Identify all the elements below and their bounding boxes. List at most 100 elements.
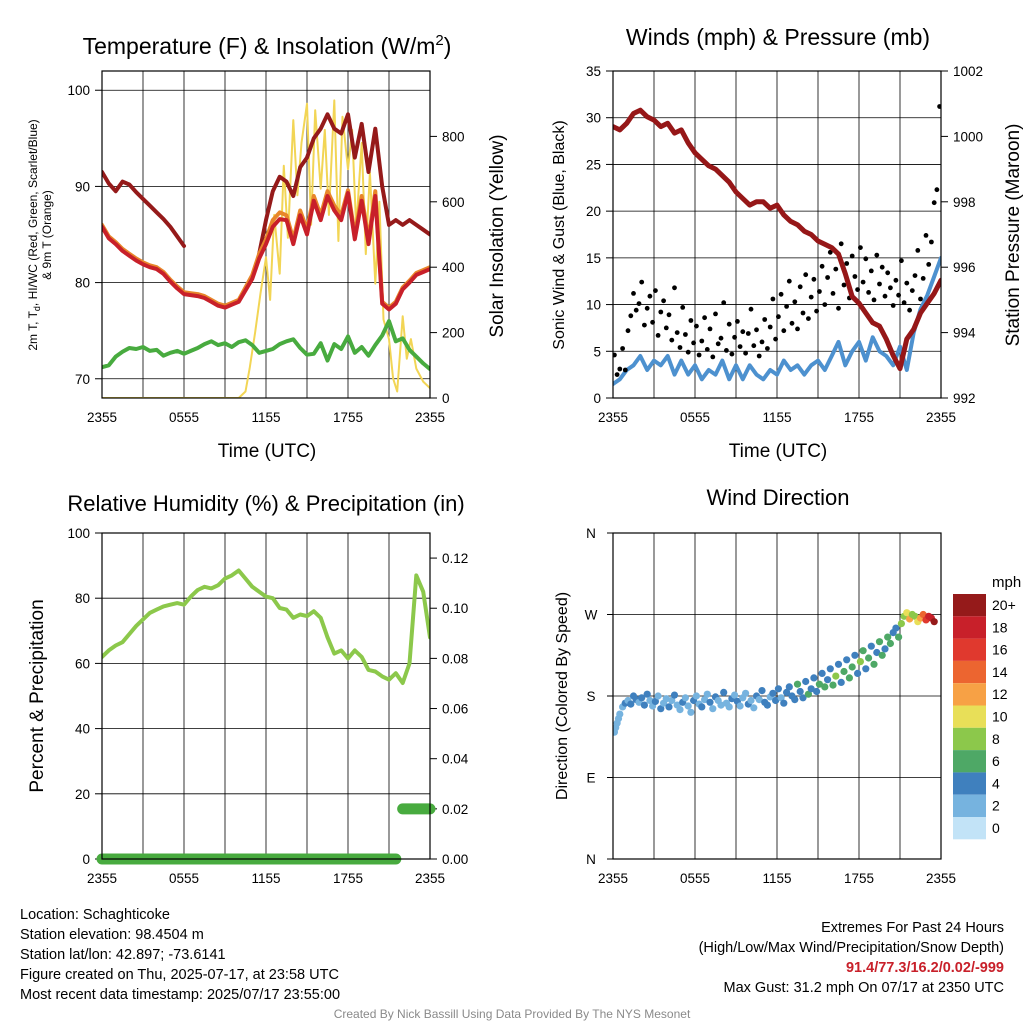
temp-ylabel-line2: & 9m T (Orange) xyxy=(40,190,54,280)
wind-title: Winds (mph) & Pressure (mb) xyxy=(626,24,930,50)
wind-gust-point xyxy=(776,314,781,320)
speed-legend: 20+ 18 16 14 12 10 8 6 4 2 0 xyxy=(953,594,1016,840)
dir-point xyxy=(791,696,799,704)
wind-gust-point xyxy=(877,281,882,287)
dir-point xyxy=(930,618,938,626)
wind-gust-point xyxy=(866,290,871,295)
rh-y2tick-label: 0.10 xyxy=(442,601,468,616)
dir-point xyxy=(651,697,660,706)
wind-gust-point xyxy=(721,300,727,306)
dir-point xyxy=(848,663,856,671)
wind-gust-point xyxy=(613,352,617,358)
wind-gust-point xyxy=(918,296,923,302)
wind-gust-point xyxy=(888,285,893,291)
dir-point xyxy=(829,681,837,689)
temp-border xyxy=(101,70,431,399)
wind-gust-point xyxy=(904,280,910,286)
legend-label: 14 xyxy=(992,664,1008,680)
dir-point xyxy=(796,687,804,696)
wind-gust-point xyxy=(770,296,776,302)
temp-hi_pm-line xyxy=(257,112,430,256)
dir-ytick-label: N xyxy=(586,852,596,867)
wind-gust-point xyxy=(617,366,623,372)
dir-point xyxy=(725,703,733,711)
dir-xtick-label: 0555 xyxy=(680,871,710,886)
rh-xtick-label: 1155 xyxy=(251,871,280,886)
dir-point xyxy=(665,703,673,711)
legend-label: 10 xyxy=(992,709,1008,725)
legend-swatch xyxy=(953,772,986,795)
wind-gust-point xyxy=(896,292,901,298)
wind-y2tick-label: 998 xyxy=(953,195,976,210)
extremes-box: Extremes For Past 24 Hours (High/Low/Max… xyxy=(699,918,1004,998)
wind-gust-point xyxy=(926,262,932,267)
wind-gust-point xyxy=(743,350,748,356)
wind-gust-point xyxy=(756,353,762,359)
dir-point xyxy=(772,696,780,705)
wind-wind-line xyxy=(613,255,941,386)
dir-point xyxy=(731,691,739,699)
rh-ytick-label: 0 xyxy=(82,852,90,867)
wind-y2tick-label: 994 xyxy=(953,326,976,341)
wind-gust-point xyxy=(644,305,650,311)
rh-series-layer xyxy=(102,568,430,685)
wind-gust-point xyxy=(841,282,847,288)
dir-point xyxy=(870,660,878,668)
dir-border xyxy=(612,532,942,860)
temp-xtick-label: 2355 xyxy=(415,410,445,425)
wind-gust-point xyxy=(729,351,735,357)
legend-swatch xyxy=(953,794,986,817)
dir-point xyxy=(892,624,900,632)
wind-gust-point xyxy=(858,245,863,251)
wind-gust-point xyxy=(912,273,918,278)
wind-gust-point xyxy=(696,352,702,358)
wind-gust-point xyxy=(765,346,770,351)
dir-point xyxy=(646,696,654,705)
wind-gust-point xyxy=(852,274,858,279)
wind-xtick-label: 2355 xyxy=(926,410,956,425)
temp-xtick-label: 1155 xyxy=(251,410,280,425)
temp-td-line xyxy=(102,319,430,372)
wind-gust-point xyxy=(830,291,836,296)
wind-gust-point xyxy=(778,291,784,297)
dir-point xyxy=(709,705,717,713)
wind-gust-point xyxy=(718,335,724,341)
rh-border xyxy=(101,532,431,860)
wind-gust-point xyxy=(685,349,691,355)
dir-point xyxy=(742,689,750,697)
legend-swatch xyxy=(953,660,986,684)
legend-swatch xyxy=(953,750,986,773)
legend-swatch xyxy=(953,616,986,639)
wind-gust-point xyxy=(636,301,642,306)
wind-gust-point xyxy=(844,261,850,266)
temp-y2tick-label: 200 xyxy=(442,326,465,341)
wind-gust-point xyxy=(688,318,694,323)
dir-point xyxy=(878,651,886,659)
wind-gust-point xyxy=(808,294,814,300)
dir-point xyxy=(881,645,889,653)
dir-ytick-label: E xyxy=(586,771,595,786)
dir-point xyxy=(654,692,662,700)
wind-gust-point xyxy=(732,334,737,340)
dir-point xyxy=(815,680,824,688)
dir-point xyxy=(813,687,821,696)
wind-gust-point xyxy=(691,340,696,346)
temp-title: Temperature (F) & Insolation (W/m2) xyxy=(83,32,452,59)
dir-point xyxy=(824,676,832,684)
dir-point xyxy=(886,639,895,648)
dir-point xyxy=(919,610,927,619)
wind-gust-point xyxy=(797,284,803,290)
legend-swatch xyxy=(953,727,986,751)
rh-y2tick-label: 0.02 xyxy=(442,802,468,817)
dir-point xyxy=(865,654,873,662)
wind-gust-point xyxy=(773,336,778,342)
dir-point xyxy=(703,690,711,698)
wind-gust-point xyxy=(661,298,666,304)
wind-plot-area: 2355 0555 1155 1755 2355 0 5 10 15 20 25 30 35 992 994… xyxy=(586,64,983,425)
dir-ytick-label: W xyxy=(585,608,598,623)
wind-y2label: Station Pressure (Maroon) xyxy=(1003,124,1024,347)
dir-legend-title: mph xyxy=(992,574,1021,591)
wind-gust-point xyxy=(806,316,811,321)
wind-gust-point xyxy=(751,343,757,349)
temp-hi-line xyxy=(102,170,186,248)
